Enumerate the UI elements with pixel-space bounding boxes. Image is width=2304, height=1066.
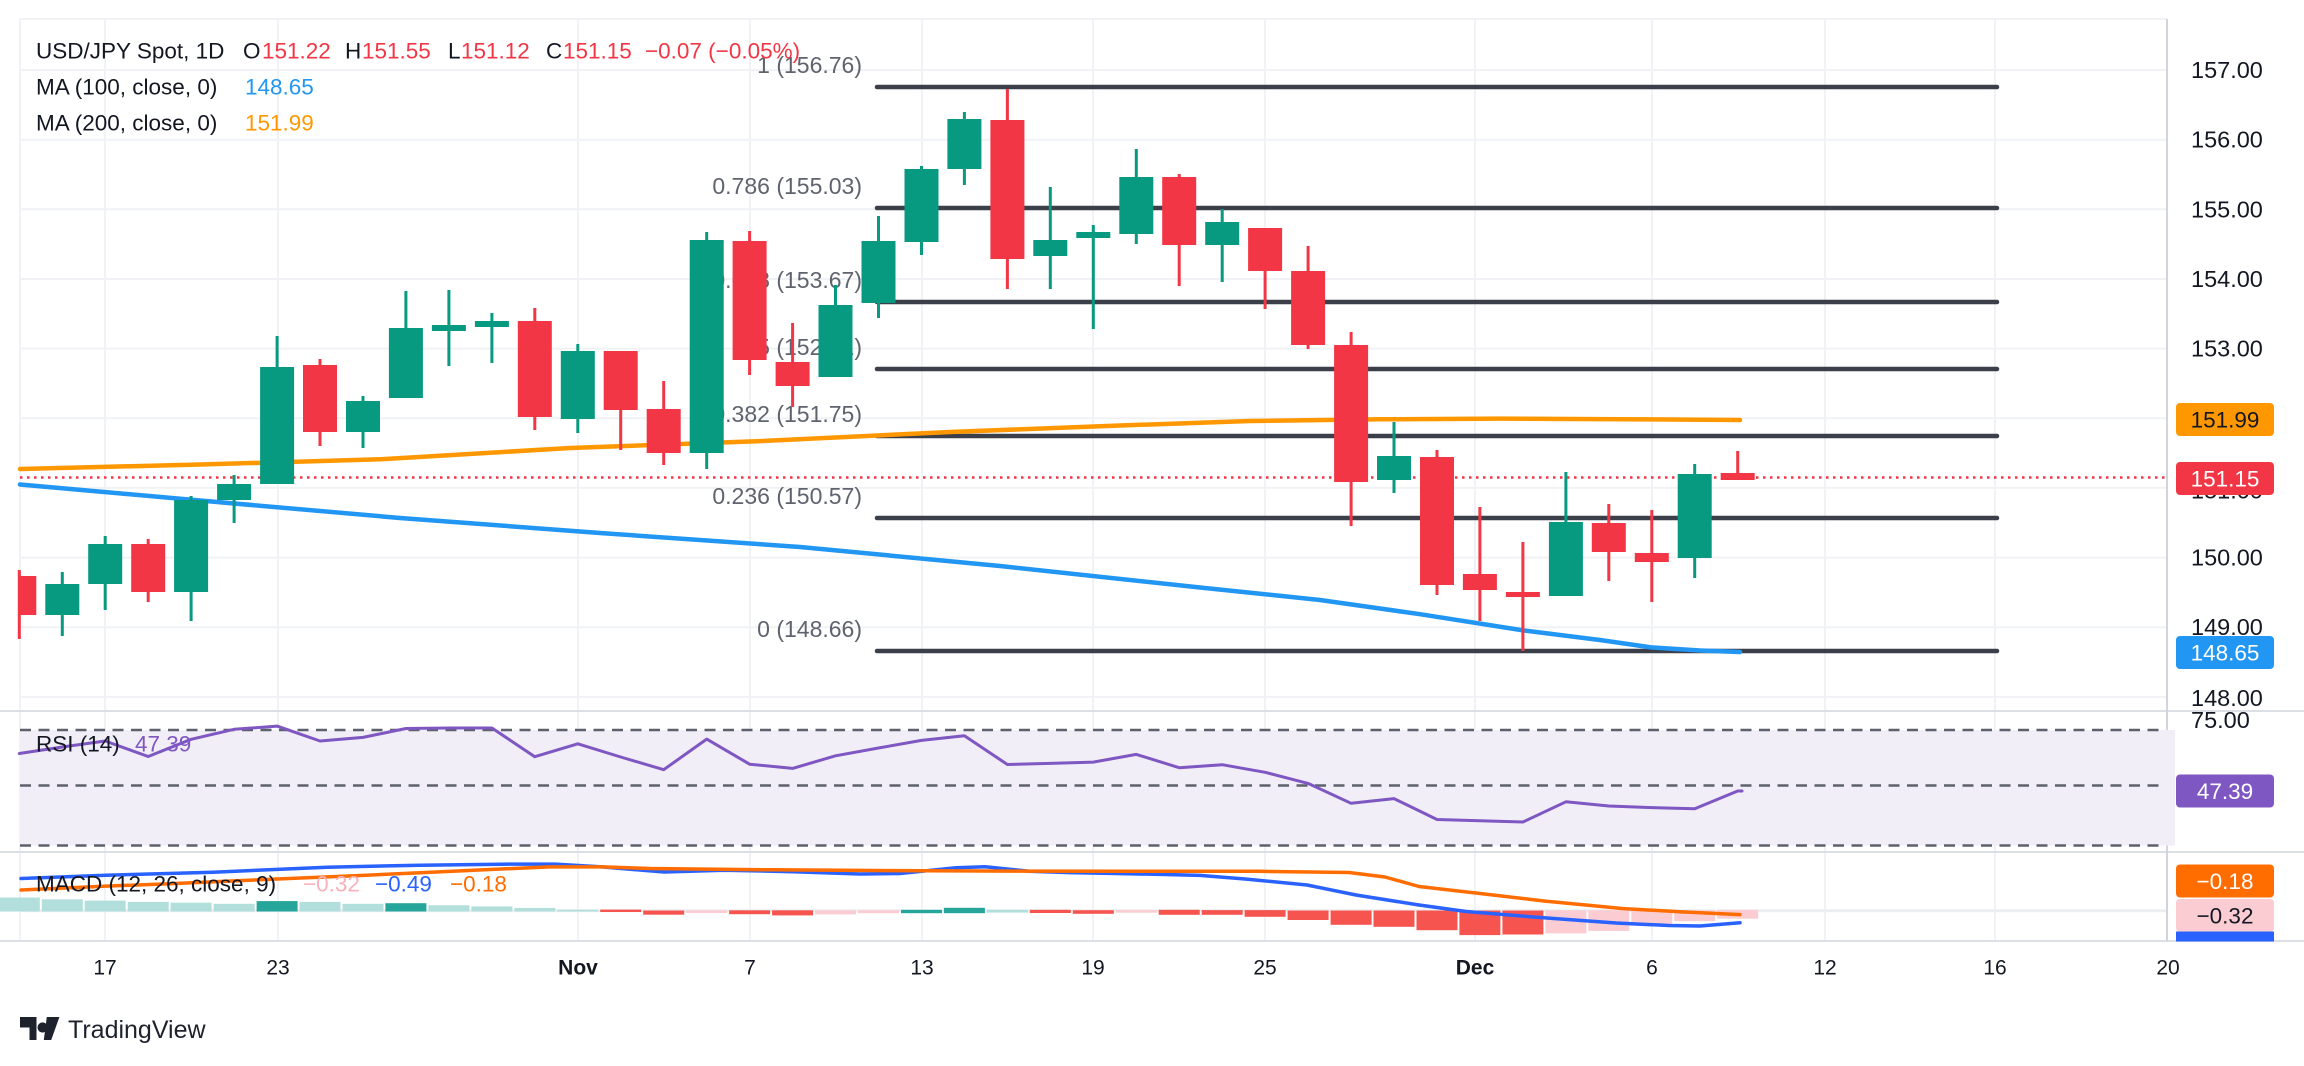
svg-text:25: 25 bbox=[1253, 957, 1276, 980]
svg-text:RSI (14): RSI (14) bbox=[36, 732, 120, 757]
svg-text:151.99: 151.99 bbox=[2191, 408, 2260, 433]
svg-text:13: 13 bbox=[910, 957, 933, 980]
svg-text:47.39: 47.39 bbox=[135, 732, 191, 757]
svg-text:Dec: Dec bbox=[1456, 957, 1495, 980]
svg-text:C: C bbox=[546, 39, 562, 64]
svg-text:L: L bbox=[448, 39, 461, 64]
svg-text:MACD (12, 26, close, 9): MACD (12, 26, close, 9) bbox=[36, 872, 276, 897]
svg-text:151.12: 151.12 bbox=[461, 39, 530, 64]
svg-text:0.236 (150.57): 0.236 (150.57) bbox=[712, 483, 862, 509]
svg-text:23: 23 bbox=[266, 957, 289, 980]
svg-text:MA (100, close, 0): MA (100, close, 0) bbox=[36, 75, 217, 100]
svg-text:16: 16 bbox=[1983, 957, 2006, 980]
svg-text:20: 20 bbox=[2156, 957, 2179, 980]
svg-text:0.786 (155.03): 0.786 (155.03) bbox=[712, 173, 862, 199]
svg-text:6: 6 bbox=[1646, 957, 1658, 980]
svg-text:149.00: 149.00 bbox=[2191, 614, 2263, 640]
svg-text:156.00: 156.00 bbox=[2191, 127, 2263, 153]
svg-text:−0.32: −0.32 bbox=[303, 872, 360, 897]
svg-text:151.55: 151.55 bbox=[362, 39, 431, 64]
svg-text:148.00: 148.00 bbox=[2191, 685, 2263, 711]
svg-text:12: 12 bbox=[1813, 957, 1836, 980]
svg-text:151.22: 151.22 bbox=[262, 39, 331, 64]
svg-text:148.65: 148.65 bbox=[245, 75, 314, 100]
svg-text:−0.49: −0.49 bbox=[375, 872, 432, 897]
svg-text:151.15: 151.15 bbox=[2191, 467, 2260, 492]
svg-text:−0.18: −0.18 bbox=[2197, 869, 2254, 894]
svg-text:0 (148.66): 0 (148.66) bbox=[757, 616, 862, 642]
svg-text:TradingView: TradingView bbox=[68, 1016, 207, 1044]
svg-text:47.39: 47.39 bbox=[2197, 779, 2253, 804]
svg-text:151.99: 151.99 bbox=[245, 111, 314, 136]
svg-text:151.15: 151.15 bbox=[563, 39, 632, 64]
svg-text:H: H bbox=[345, 39, 361, 64]
svg-text:148.65: 148.65 bbox=[2191, 641, 2260, 666]
svg-text:MA (200, close, 0): MA (200, close, 0) bbox=[36, 111, 217, 136]
svg-text:154.00: 154.00 bbox=[2191, 266, 2263, 292]
svg-text:155.00: 155.00 bbox=[2191, 196, 2263, 222]
svg-text:1 (156.76): 1 (156.76) bbox=[757, 52, 862, 78]
svg-text:Nov: Nov bbox=[558, 957, 598, 980]
svg-text:19: 19 bbox=[1081, 957, 1104, 980]
svg-text:USD/JPY Spot, 1D: USD/JPY Spot, 1D bbox=[36, 39, 224, 64]
svg-text:150.00: 150.00 bbox=[2191, 545, 2263, 571]
svg-text:75.00: 75.00 bbox=[2191, 707, 2250, 733]
svg-text:17: 17 bbox=[93, 957, 116, 980]
svg-text:0.382 (151.75): 0.382 (151.75) bbox=[712, 401, 862, 427]
svg-text:O: O bbox=[243, 39, 261, 64]
svg-text:157.00: 157.00 bbox=[2191, 57, 2263, 83]
svg-text:−0.07 (−0.05%): −0.07 (−0.05%) bbox=[645, 39, 800, 64]
svg-text:−0.32: −0.32 bbox=[2197, 904, 2254, 929]
svg-text:7: 7 bbox=[744, 957, 756, 980]
svg-text:−0.18: −0.18 bbox=[450, 872, 507, 897]
svg-text:153.00: 153.00 bbox=[2191, 336, 2263, 362]
